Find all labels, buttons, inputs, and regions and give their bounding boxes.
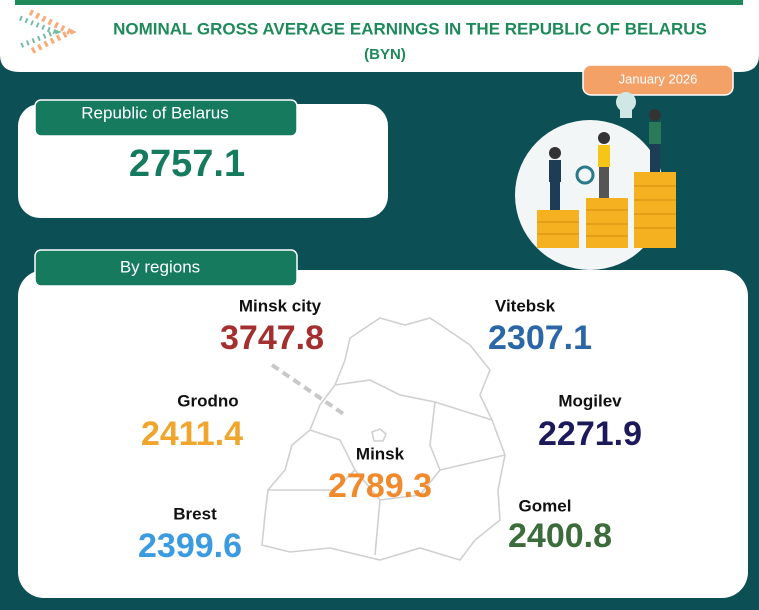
national-pill bbox=[34, 99, 298, 137]
regions-title: By regions bbox=[120, 257, 200, 276]
region-value: 3747.8 bbox=[220, 319, 324, 357]
header-band bbox=[0, 0, 759, 72]
region-name: Mogilev bbox=[558, 391, 622, 410]
regions-pill bbox=[34, 249, 298, 287]
region-value: 2271.9 bbox=[538, 415, 642, 453]
map-outline bbox=[261, 317, 506, 561]
period: January 2026 bbox=[619, 71, 698, 86]
region-name: Minsk city bbox=[239, 296, 322, 315]
region-name: Grodno bbox=[177, 391, 238, 410]
region-name: Brest bbox=[173, 504, 217, 523]
region-value: 2411.4 bbox=[141, 415, 243, 453]
regions-card bbox=[18, 270, 748, 598]
title: NOMINAL GROSS AVERAGE EARNINGS IN THE RE… bbox=[113, 19, 707, 38]
header-stripe bbox=[15, 0, 743, 5]
region-value: 2399.6 bbox=[138, 527, 242, 565]
region-value: 2400.8 bbox=[508, 517, 612, 555]
region-value: 2789.3 bbox=[328, 467, 432, 505]
minsk-city-pointer bbox=[270, 363, 347, 417]
national-value: 2757.1 bbox=[129, 143, 245, 185]
region-name: Minsk bbox=[356, 444, 405, 463]
illustration bbox=[515, 92, 676, 270]
region-value: 2307.1 bbox=[488, 319, 592, 357]
region-name: Vitebsk bbox=[495, 296, 556, 315]
national-label: Republic of Belarus bbox=[81, 103, 228, 122]
subtitle: (BYN) bbox=[364, 46, 406, 63]
period-pill bbox=[582, 64, 734, 96]
logo-dots bbox=[19, 9, 77, 55]
region-name: Gomel bbox=[519, 496, 572, 515]
